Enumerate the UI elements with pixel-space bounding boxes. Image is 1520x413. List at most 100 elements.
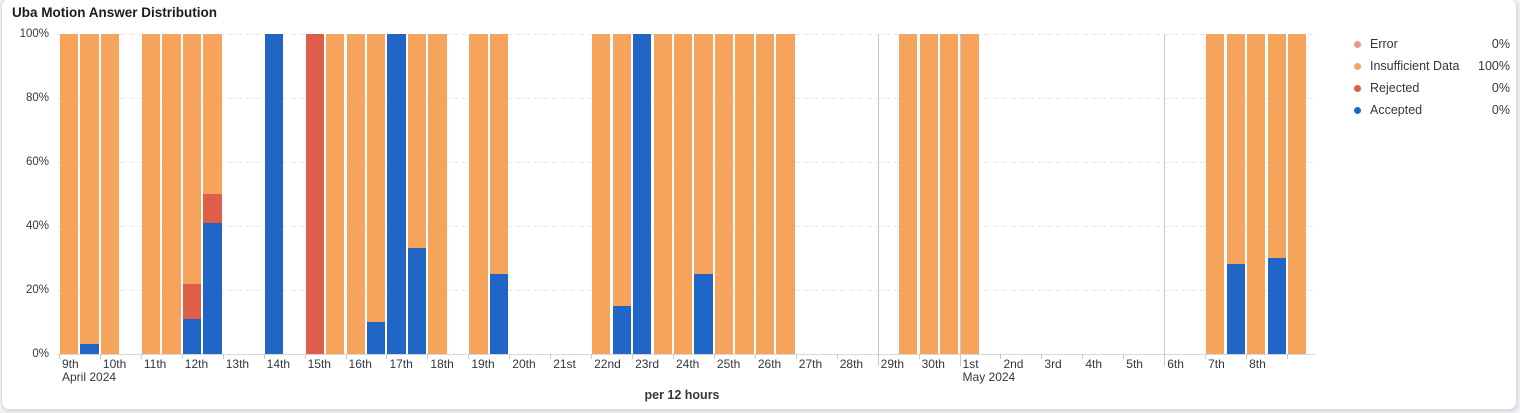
accepted-segment [694, 274, 713, 354]
legend-item-rejected[interactable]: Rejected 0% [1348, 77, 1512, 99]
x-axis-tick-label: 15th [307, 357, 331, 371]
stacked-bar[interactable] [1247, 34, 1266, 354]
stacked-bar[interactable] [694, 34, 713, 354]
x-axis-tick [1000, 354, 1002, 359]
x-axis-tick [222, 354, 224, 359]
x-axis-caption: per 12 hours [644, 388, 720, 402]
x-axis-tick-label: 3rd [1044, 357, 1062, 371]
insufficient-segment [182, 34, 202, 284]
x-axis-tick [468, 354, 470, 359]
insufficient-segment [80, 34, 99, 345]
legend-item-error[interactable]: Error 0% [1348, 33, 1512, 55]
x-axis-tick-label: 16th [348, 357, 372, 371]
insufficient-segment [367, 34, 386, 322]
x-axis-tick [1123, 354, 1125, 359]
stacked-bar[interactable] [264, 34, 283, 354]
stacked-bar[interactable] [387, 34, 406, 354]
x-axis-tick-label: 13th [225, 357, 250, 371]
insufficient-segment [100, 34, 120, 354]
x-axis-tick [918, 354, 920, 359]
stacked-bar[interactable] [674, 34, 693, 354]
error-legend-dot-icon [1354, 40, 1361, 48]
stacked-bar[interactable] [1288, 34, 1307, 354]
accepted-segment [264, 34, 283, 354]
x-axis-line [57, 354, 1315, 355]
x-axis-tick [1287, 354, 1288, 359]
insufficient-segment [755, 34, 775, 354]
accepted-segment [80, 344, 99, 354]
stacked-bar[interactable] [919, 34, 938, 354]
x-axis-tick [836, 354, 838, 359]
legend-label: Error [1370, 37, 1398, 51]
x-axis-tick-label: 11th [143, 357, 167, 371]
stacked-bar[interactable] [489, 34, 509, 354]
stacked-bar[interactable] [633, 34, 652, 354]
insufficient-segment [489, 34, 509, 274]
x-axis-tick [1205, 354, 1207, 359]
x-axis-tick-label: 5th [1126, 357, 1143, 371]
insufficient-segment [1206, 34, 1225, 354]
stacked-bar[interactable] [776, 34, 795, 354]
legend-value: 100% [1478, 59, 1510, 73]
accepted-segment [407, 248, 427, 354]
stacked-bar[interactable] [755, 34, 775, 354]
stacked-bar[interactable] [141, 34, 161, 354]
insufficient-segment [592, 34, 611, 354]
insufficient-segment [1226, 34, 1245, 265]
stacked-bar[interactable] [1267, 34, 1286, 354]
x-axis-tick-label: 19th [471, 357, 495, 371]
legend-item-accepted[interactable]: Accepted 0% [1348, 99, 1512, 121]
stacked-bar[interactable] [960, 34, 979, 354]
x-axis-tick-label: 1st [962, 357, 979, 371]
stacked-bar[interactable] [305, 34, 324, 354]
stacked-bar[interactable] [100, 34, 120, 354]
stacked-bar[interactable] [203, 34, 222, 354]
stacked-bar[interactable] [1226, 34, 1245, 354]
stacked-bar[interactable] [735, 34, 754, 354]
x-axis-tick-label: 4th [1085, 357, 1103, 371]
stacked-bar[interactable] [1206, 34, 1225, 354]
chart-title: Uba Motion Answer Distribution [12, 5, 217, 20]
legend-item-insufficient[interactable]: Insufficient Data 100% [1348, 55, 1512, 77]
stacked-bar[interactable] [612, 34, 631, 354]
stacked-bar[interactable] [162, 34, 181, 354]
y-axis-tick-label: 0% [32, 348, 49, 360]
stacked-bar[interactable] [592, 34, 611, 354]
x-axis-tick [59, 354, 60, 359]
x-axis-tick-label: 26th [757, 357, 782, 371]
stacked-bar[interactable] [714, 34, 734, 354]
x-axis-tick-label: 30th [921, 357, 945, 371]
insufficient-segment [326, 34, 345, 354]
day-boundary-line [877, 34, 879, 366]
x-axis-tick-label: 2nd [1003, 357, 1024, 371]
stacked-bar[interactable] [326, 34, 345, 354]
x-axis-tick-label: 23rd [635, 357, 660, 371]
plot-area: 100% 80% 60% 40% 20% 0% 9th April 2024 10th 11th 1… [2, 0, 1342, 412]
insufficient-segment [203, 34, 222, 194]
accepted-segment [1267, 258, 1286, 354]
stacked-bar[interactable] [60, 34, 79, 354]
stacked-bar[interactable] [653, 34, 672, 354]
x-axis-tick [877, 354, 879, 359]
insufficient-segment [612, 34, 631, 306]
stacked-bar[interactable] [407, 34, 427, 354]
x-axis-month-label: April 2024 [62, 370, 117, 384]
legend-value: 0% [1491, 103, 1510, 117]
x-axis-tick-label: 25th [716, 357, 741, 371]
day-boundary-line [1164, 34, 1166, 366]
legend-label: Insufficient Data [1370, 59, 1460, 73]
stacked-bar[interactable] [428, 34, 447, 354]
legend: Error 0% Insufficient Data 100% Rejected 0% Ac… [1348, 33, 1512, 121]
stacked-bar[interactable] [80, 34, 99, 354]
stacked-bar[interactable] [940, 34, 959, 354]
x-axis-tick-label: 18th [430, 357, 454, 371]
stacked-bar[interactable] [182, 34, 202, 354]
insufficient-segment [1247, 34, 1266, 354]
legend-value: 0% [1491, 81, 1510, 95]
stacked-bar[interactable] [469, 34, 488, 354]
stacked-bar[interactable] [367, 34, 386, 354]
insufficient-legend-dot-icon [1354, 62, 1361, 70]
stacked-bar[interactable] [899, 34, 918, 354]
x-axis-tick [181, 354, 183, 359]
stacked-bar[interactable] [346, 34, 365, 354]
